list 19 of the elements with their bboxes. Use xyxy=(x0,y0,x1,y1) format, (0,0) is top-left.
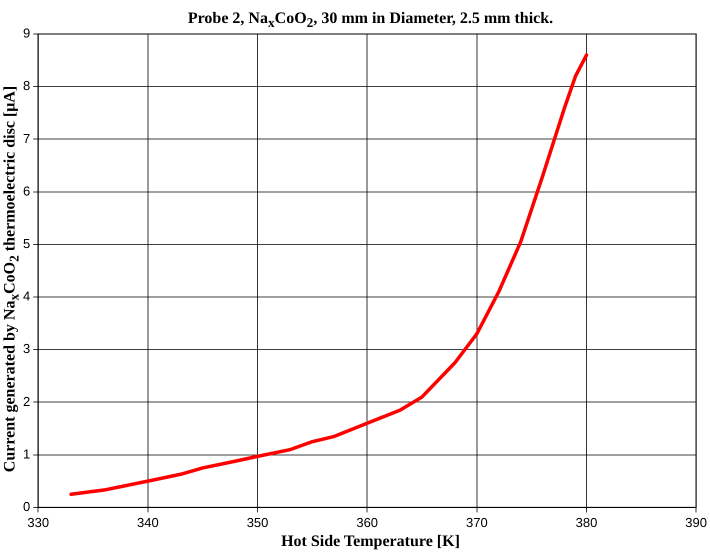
x-tick-label: 330 xyxy=(27,514,50,530)
y-tick-label: 4 xyxy=(22,288,30,304)
x-axis-title: Hot Side Temperature [K] xyxy=(280,533,461,551)
y-tick-label: 5 xyxy=(22,236,30,251)
x-tick-label: 370 xyxy=(466,514,488,530)
x-tick-label: 390 xyxy=(685,514,708,530)
y-tick-label: 2 xyxy=(22,394,30,409)
y-tick-label: 1 xyxy=(22,446,30,462)
x-tick-label: 360 xyxy=(356,514,378,530)
chart-title: Probe 2, Na$_{x}$CoO$_{2}$, 30 mm in Diameter, 2.5 mm thick. xyxy=(186,10,554,32)
y-tick-label: 3 xyxy=(22,341,30,356)
y-tick-label: 0 xyxy=(22,498,30,514)
x-tick-label: 350 xyxy=(246,514,268,530)
y-tick-label: 9 xyxy=(22,26,30,41)
y-tick-label: 8 xyxy=(22,78,30,94)
x-tick-label: 340 xyxy=(137,514,159,530)
x-tick-label: 380 xyxy=(576,514,598,530)
y-tick-label: 7 xyxy=(22,130,30,146)
y-tick-label: 6 xyxy=(22,183,30,198)
